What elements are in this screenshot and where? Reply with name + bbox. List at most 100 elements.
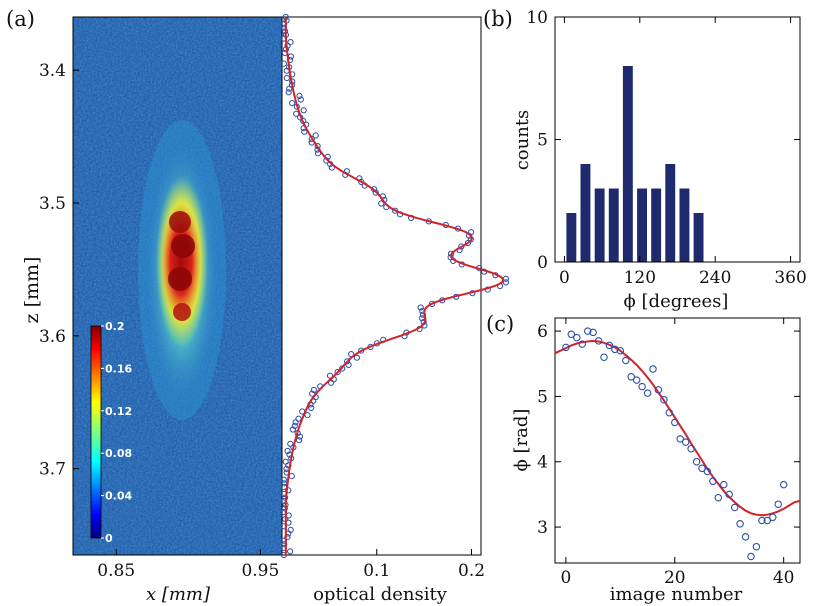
profile-point [417,304,424,311]
profile-point [296,92,303,100]
panel-c-point [562,343,570,352]
y-tick-label-c: 6 [537,322,548,342]
profile-point [282,458,289,465]
profile-point [304,412,311,419]
colorbar-tick-label: 0.16 [105,362,132,375]
profile-point [280,480,287,487]
panel-c-point [583,327,592,335]
x-tick-label-c: 40 [773,568,795,588]
histogram-bar [566,213,577,262]
y-tick-label-b: 5 [537,131,548,151]
x-tick-label-a: 0.95 [241,561,279,581]
panel-c-point [779,480,788,489]
profile-point [287,53,294,60]
y-tick-label-a: 3.6 [39,327,66,347]
profile-point [314,150,322,157]
cloud-core [161,204,201,320]
histogram-bar [665,164,676,262]
cloud-peak-3 [168,267,192,291]
profile-point [345,361,352,368]
x-tick-label-b: 0 [559,268,570,288]
panel-c-point [730,503,739,512]
panel-c-point [676,435,684,443]
panel-c-point [736,520,744,528]
profile-point [287,39,294,46]
profile-point [310,386,317,394]
profile-point [308,404,315,411]
profile-point [289,100,296,107]
x-tick-label-b: 240 [699,268,731,288]
y-tick-label-c: 5 [537,387,548,407]
panel-c-point [589,328,597,337]
histogram-bar [580,164,591,262]
cloud-peak-1 [169,211,191,233]
panel-a-axes: 0.85 0.95 3.4 3.5 3.6 3.7 [39,61,279,581]
x-axis-label-c: image number [610,584,743,605]
profile-point [344,358,351,365]
panel-b-axes: 0 120 240 360 0 5 10 [526,8,806,288]
panel-a-profile: 0.1 0.2 optical density [280,13,509,605]
panel-c-point [714,493,723,502]
panel-label-c: (c) [486,312,514,336]
x-tick-label-profile: 0.1 [363,561,390,581]
x-tick-label-b: 120 [624,268,656,288]
x-axis-label-a: x [mm] [146,584,211,605]
panel-c-point [567,330,576,339]
panel-c-point [720,480,728,489]
histogram-bar [679,188,690,262]
colorbar-tick-label: 0.12 [105,405,132,418]
histogram-bar [651,188,662,262]
panel-c-point [573,333,581,342]
x-tick-label-c: 0 [560,568,571,588]
colorbar-tick-label: 0 [105,532,113,545]
y-tick-label-b: 0 [537,253,548,273]
histogram-bar [693,213,704,262]
profile-point [300,107,307,114]
panel-c-point [703,467,712,476]
panel-label-a: (a) [6,7,35,31]
profile-point [288,473,295,480]
panel-c-point [741,533,750,541]
profile-point [309,390,316,397]
profile-frame [281,16,482,556]
panel-c-point [769,513,777,522]
profile-point [280,476,287,483]
y-tick-label-a: 3.7 [39,460,66,480]
panel-c-point [725,490,733,499]
panel-c-point [654,386,663,394]
colorbar-gradient [90,325,102,539]
panel-c-series [554,327,801,561]
panel-c-point [594,337,603,345]
panel-c-point [605,341,614,350]
histogram-bar [637,188,647,262]
panel-c-point [671,418,679,427]
panel-c-point [638,382,646,391]
profile-point [285,89,292,96]
panel-c-point [752,542,761,551]
histogram-bar [594,188,605,262]
profile-point [283,74,290,82]
profile-point [284,447,291,455]
colorbar: 0 0.04 0.08 0.12 0.16 0.2 [90,320,132,545]
panel-c-point [665,408,674,417]
panel-c-point [616,346,625,355]
panel-c-point [681,438,690,446]
profile-point [287,548,294,555]
panel-c-frame [554,317,801,564]
panel-c-point [600,353,608,361]
cloud-peak-2 [171,234,195,258]
profile-point [328,379,335,386]
colorbar-tick-label: 0.2 [105,320,125,333]
panel-c-point [611,345,619,354]
panel-c-point [660,395,668,404]
y-tick-label-a: 3.4 [39,61,66,81]
panel-c-point [698,464,706,473]
y-axis-label-c: ϕ [rad] [511,409,532,472]
colorbar-tick-label: 0.04 [105,490,132,503]
x-tick-label-profile: 0.2 [458,561,485,581]
y-axis-label-a: z [mm] [21,257,43,324]
colorbar-ticks: 0 0.04 0.08 0.12 0.16 0.2 [101,320,132,545]
panel-c-point [643,389,652,397]
panel-c-point [758,516,766,525]
